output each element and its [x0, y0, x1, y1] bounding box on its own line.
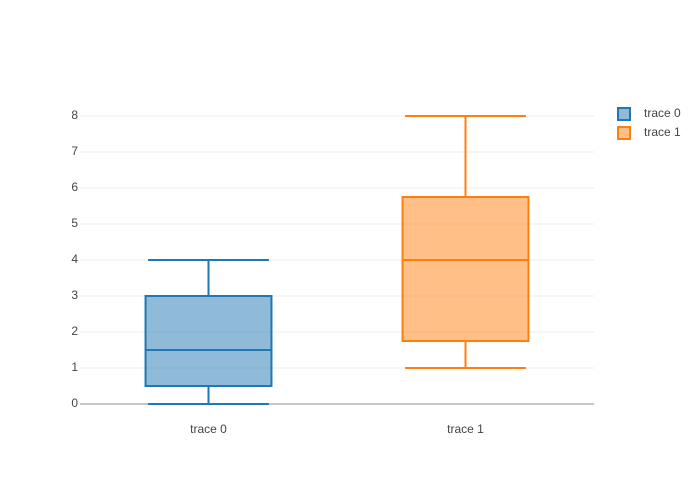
x-tick-label: trace 1	[447, 422, 484, 436]
y-tick-label: 2	[71, 324, 78, 338]
y-tick-label: 8	[71, 108, 78, 122]
y-tick-label: 1	[71, 360, 78, 374]
y-tick-label: 0	[71, 396, 78, 410]
legend-swatch	[617, 107, 631, 121]
y-tick-label: 5	[71, 216, 78, 230]
x-tick-label: trace 0	[190, 422, 227, 436]
legend-label: trace 0	[644, 106, 681, 120]
box	[144, 295, 273, 388]
legend-label: trace 1	[644, 125, 681, 139]
box	[401, 195, 530, 343]
y-tick-label: 3	[71, 288, 78, 302]
legend-swatch	[617, 126, 631, 140]
y-tick-label: 7	[71, 144, 78, 158]
y-tick-label: 6	[71, 180, 78, 194]
y-tick-label: 4	[71, 252, 78, 266]
